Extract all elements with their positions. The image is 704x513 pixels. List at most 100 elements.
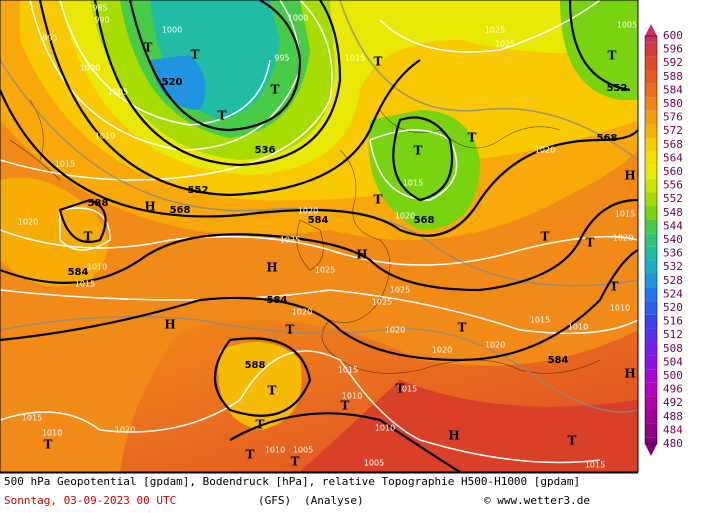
geopotential-label: 588: [88, 198, 109, 209]
isobar-label: 1015: [615, 210, 635, 219]
footer-title: 500 hPa Geopotential [gpdam], Bodendruck…: [4, 475, 580, 488]
pressure-center: H: [356, 248, 367, 262]
isobar-label: 1025: [280, 236, 300, 245]
isobar-label: 1025: [495, 40, 515, 49]
pressure-center: T: [268, 384, 277, 398]
colorbar-label: 540: [663, 233, 683, 246]
isobar-label: 1000: [162, 26, 182, 35]
isobar-label: 1020: [613, 234, 633, 243]
colorbar-swatch: [645, 70, 657, 84]
colorbar-swatch: [645, 410, 657, 424]
colorbar-label: 504: [663, 355, 683, 368]
colorbar-swatch: [645, 342, 657, 356]
isobar-label: 1020: [115, 426, 135, 435]
colorbar-top-arrow: [645, 24, 657, 36]
colorbar-swatch: [645, 369, 657, 383]
pressure-center: T: [84, 230, 93, 244]
isobar-label: 1000: [288, 14, 308, 23]
colorbar-label: 552: [663, 192, 683, 205]
pressure-center: T: [396, 382, 405, 396]
colorbar-swatch: [645, 382, 657, 397]
colorbar-swatch: [645, 165, 657, 179]
isobar-label: 1015: [530, 316, 550, 325]
isobar-label: 1020: [395, 212, 415, 221]
colorbar-label: 588: [663, 70, 683, 83]
colorbar-label: 496: [663, 383, 683, 396]
isobar-label: 995: [42, 34, 57, 43]
colorbar-swatch: [645, 274, 657, 288]
pressure-center: T: [218, 109, 227, 123]
pressure-center: T: [608, 49, 617, 63]
pressure-center: T: [246, 448, 255, 462]
colorbar-swatch: [645, 301, 657, 315]
isobar-label: 1020: [485, 341, 505, 350]
isobar-label: 1015: [403, 179, 423, 188]
pressure-center: T: [610, 280, 619, 294]
colorbar-swatch: [645, 192, 657, 206]
colorbar-label: 576: [663, 111, 683, 124]
colorbar-swatch: [645, 110, 657, 125]
footer-credit: © www.wetter3.de: [484, 494, 590, 507]
colorbar-label: 568: [663, 138, 683, 151]
colorbar-swatch: [645, 83, 657, 98]
footer: 500 hPa Geopotential [gpdam], Bodendruck…: [0, 472, 638, 507]
map-frame: [0, 0, 639, 473]
colorbar-label: 524: [663, 287, 683, 300]
colorbar-label: 512: [663, 328, 683, 341]
isobar-label: 1010: [610, 304, 630, 313]
colorbar-swatch: [645, 206, 657, 220]
isobar-label: 1025: [485, 26, 505, 35]
pressure-center: H: [144, 200, 155, 214]
isobar-label: 1010: [42, 429, 62, 438]
geopotential-label: 568: [414, 215, 435, 226]
colorbar-swatch: [645, 396, 657, 410]
pressure-center: T: [374, 55, 383, 69]
pressure-center: T: [468, 131, 477, 145]
isobar-label: 1025: [390, 286, 410, 295]
isobar-label: 1020: [298, 207, 318, 216]
map: 9859909951000100010051010101510201015101…: [0, 0, 638, 472]
colorbar-bottom-arrow: [645, 444, 657, 456]
colorbar-label: 580: [663, 97, 683, 110]
isobar-label: 1020: [535, 146, 555, 155]
isobar-label: 1015: [338, 366, 358, 375]
isobar-label: 1000: [80, 64, 100, 73]
colorbar-label: 560: [663, 165, 683, 178]
colorbar-label: 520: [663, 301, 683, 314]
colorbar-swatch: [645, 355, 657, 370]
colorbar-swatch: [645, 124, 657, 138]
isobar-label: 1020: [385, 326, 405, 335]
colorbar-swatch: [645, 328, 657, 342]
geopotential-lines: [0, 0, 638, 472]
isobar-label: 1005: [293, 446, 313, 455]
isobar-label: 985: [92, 4, 107, 13]
colorbar-swatch: [645, 287, 657, 302]
colorbar-swatch: [645, 56, 657, 70]
colorbar-label: 480: [663, 437, 683, 450]
isobar-label: 1010: [568, 323, 588, 332]
colorbar-frame: [644, 35, 658, 445]
pressure-center: H: [624, 169, 635, 183]
isobar-label: 1025: [372, 298, 392, 307]
colorbar-swatch: [645, 97, 657, 111]
colorbar: 6005965925885845805765725685645605565525…: [644, 24, 683, 456]
isobar-label: 1025: [315, 266, 335, 275]
colorbar-label: 492: [663, 396, 683, 409]
pressure-center: T: [44, 438, 53, 452]
colorbar-swatch: [645, 246, 657, 261]
isobar-label: 1015: [55, 160, 75, 169]
isobar-label: 1010: [95, 132, 115, 141]
colorbar-swatch: [645, 423, 657, 438]
colorbar-swatch: [645, 42, 657, 57]
pressure-center: T: [414, 144, 423, 158]
geopotential-label: 536: [255, 145, 276, 156]
isobar-label: 1005: [617, 21, 637, 30]
colorbar-label: 528: [663, 274, 683, 287]
colorbar-swatch: [645, 233, 657, 247]
footer-run: (Analyse): [304, 494, 364, 507]
colorbar-label: 516: [663, 315, 683, 328]
isobar-label: 995: [274, 54, 289, 63]
isobar-label: 1010: [265, 446, 285, 455]
pressure-center: H: [624, 367, 635, 381]
